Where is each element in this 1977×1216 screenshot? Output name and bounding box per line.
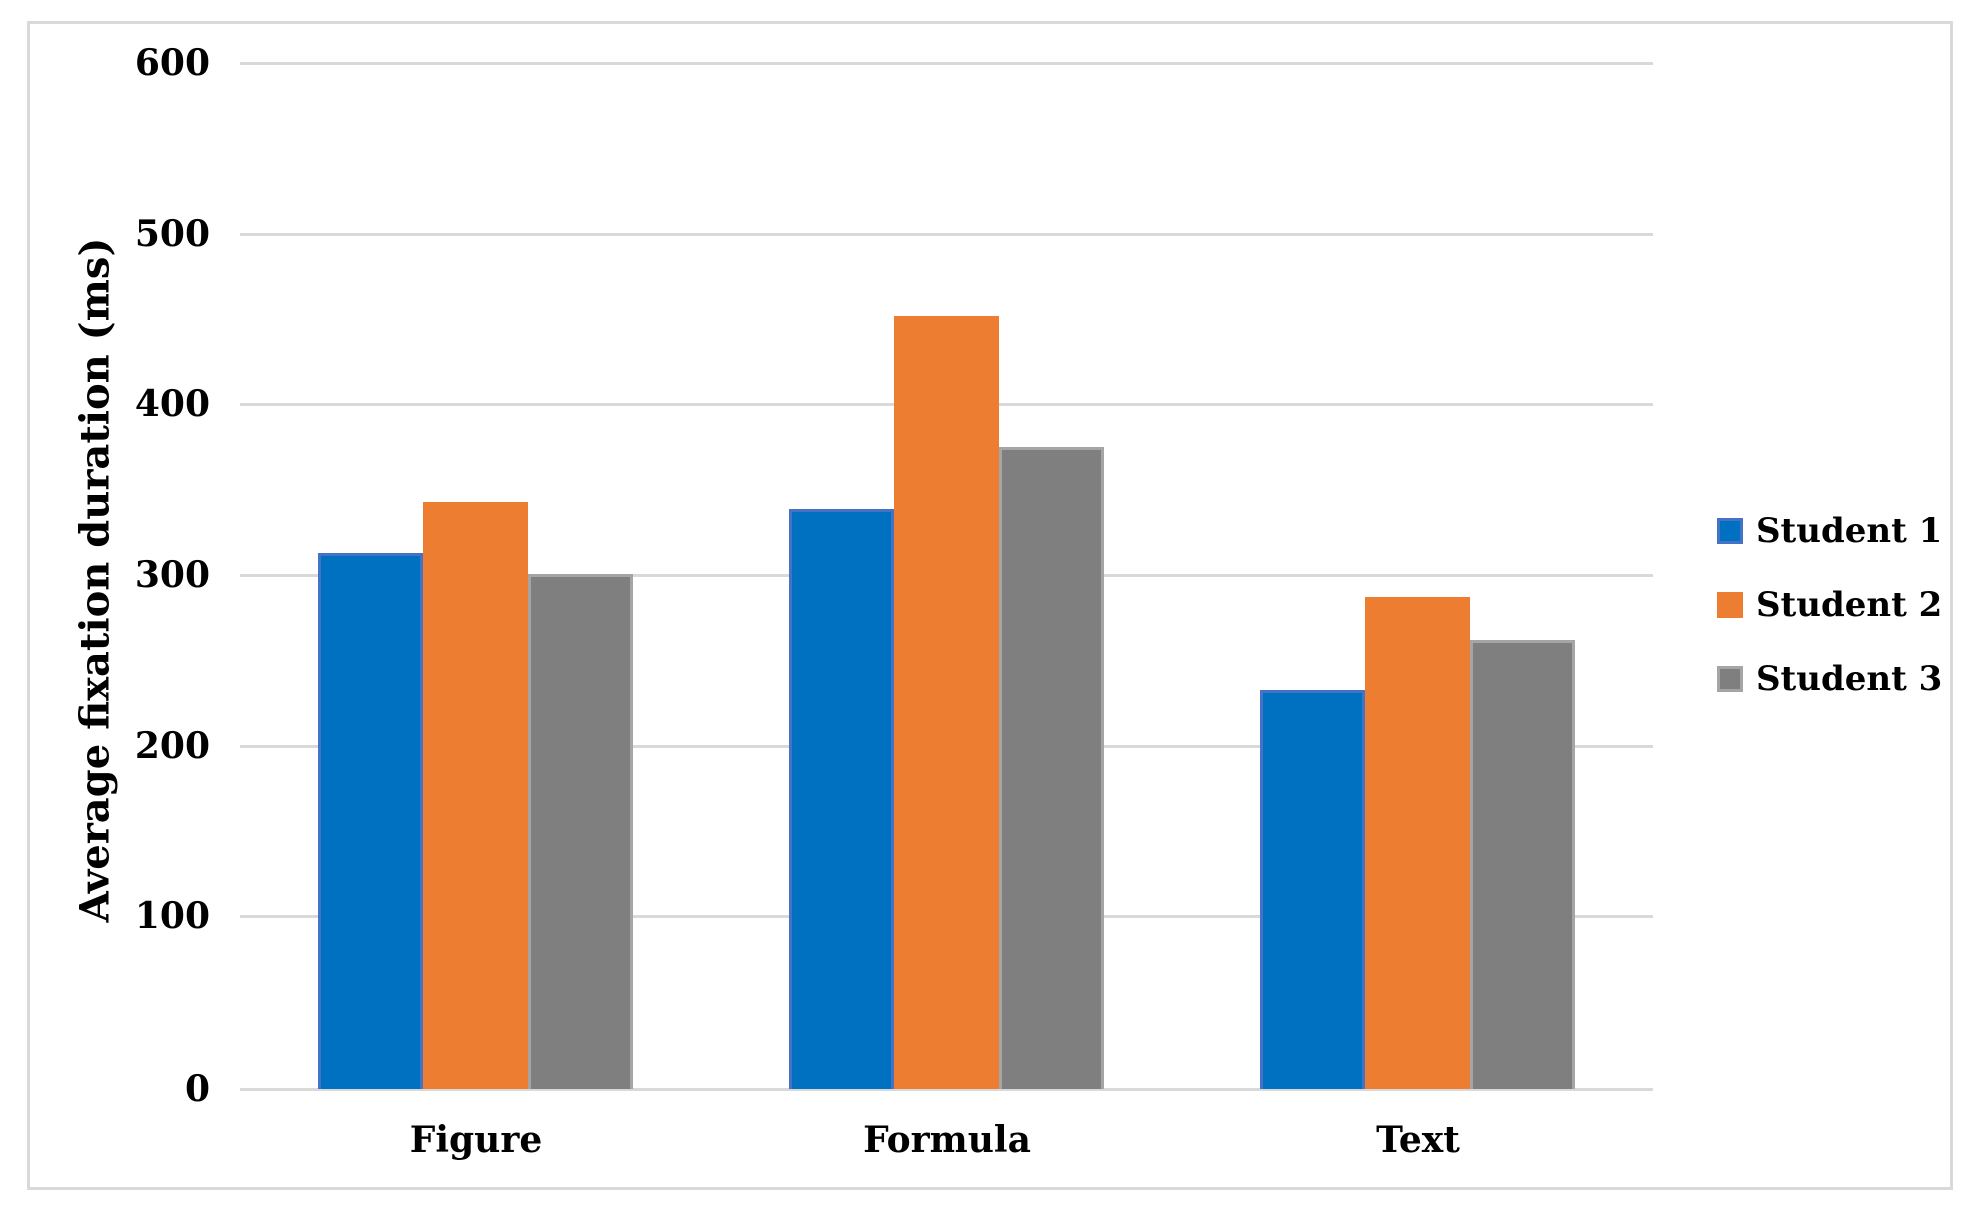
y-tick-label-200: 200 <box>134 725 210 767</box>
bar-student-3-figure <box>528 574 633 1089</box>
bar-student-3-formula <box>999 447 1104 1089</box>
y-tick-label-600: 600 <box>134 42 210 84</box>
bar-student-1-figure <box>318 553 423 1089</box>
bar-student-1-text <box>1260 690 1365 1089</box>
y-tick-label-500: 500 <box>134 213 210 255</box>
legend-label-student-3: Student 3 <box>1756 659 1943 699</box>
x-category-label-formula: Formula <box>863 1119 1031 1161</box>
chart-border <box>27 21 1953 1190</box>
bar-student-2-figure <box>423 502 528 1089</box>
legend-swatch-student-1 <box>1717 518 1743 544</box>
y-gridline-600 <box>240 62 1653 65</box>
legend-item-student-1: Student 1 <box>1717 509 1942 553</box>
legend-swatch-student-3 <box>1717 666 1743 692</box>
y-tick-label-100: 100 <box>134 895 210 937</box>
legend-item-student-2: Student 2 <box>1717 583 1942 627</box>
y-tick-label-400: 400 <box>134 383 210 425</box>
legend-swatch-student-2 <box>1717 592 1743 618</box>
x-axis-line <box>240 1088 1653 1091</box>
legend-item-student-3: Student 3 <box>1717 657 1942 701</box>
y-tick-label-300: 300 <box>134 554 210 596</box>
legend-label-student-2: Student 2 <box>1756 585 1943 625</box>
y-tick-label-0: 0 <box>184 1068 210 1110</box>
x-category-label-figure: Figure <box>409 1119 543 1161</box>
bar-student-1-formula <box>789 509 894 1089</box>
bar-student-2-formula <box>894 316 999 1089</box>
y-axis-title: Average fixation duration (ms) <box>71 237 119 923</box>
bar-student-2-text <box>1365 597 1470 1089</box>
x-category-label-text: Text <box>1376 1119 1460 1161</box>
bar-student-3-text <box>1470 640 1575 1089</box>
y-gridline-500 <box>240 233 1653 236</box>
legend-label-student-1: Student 1 <box>1756 511 1943 551</box>
